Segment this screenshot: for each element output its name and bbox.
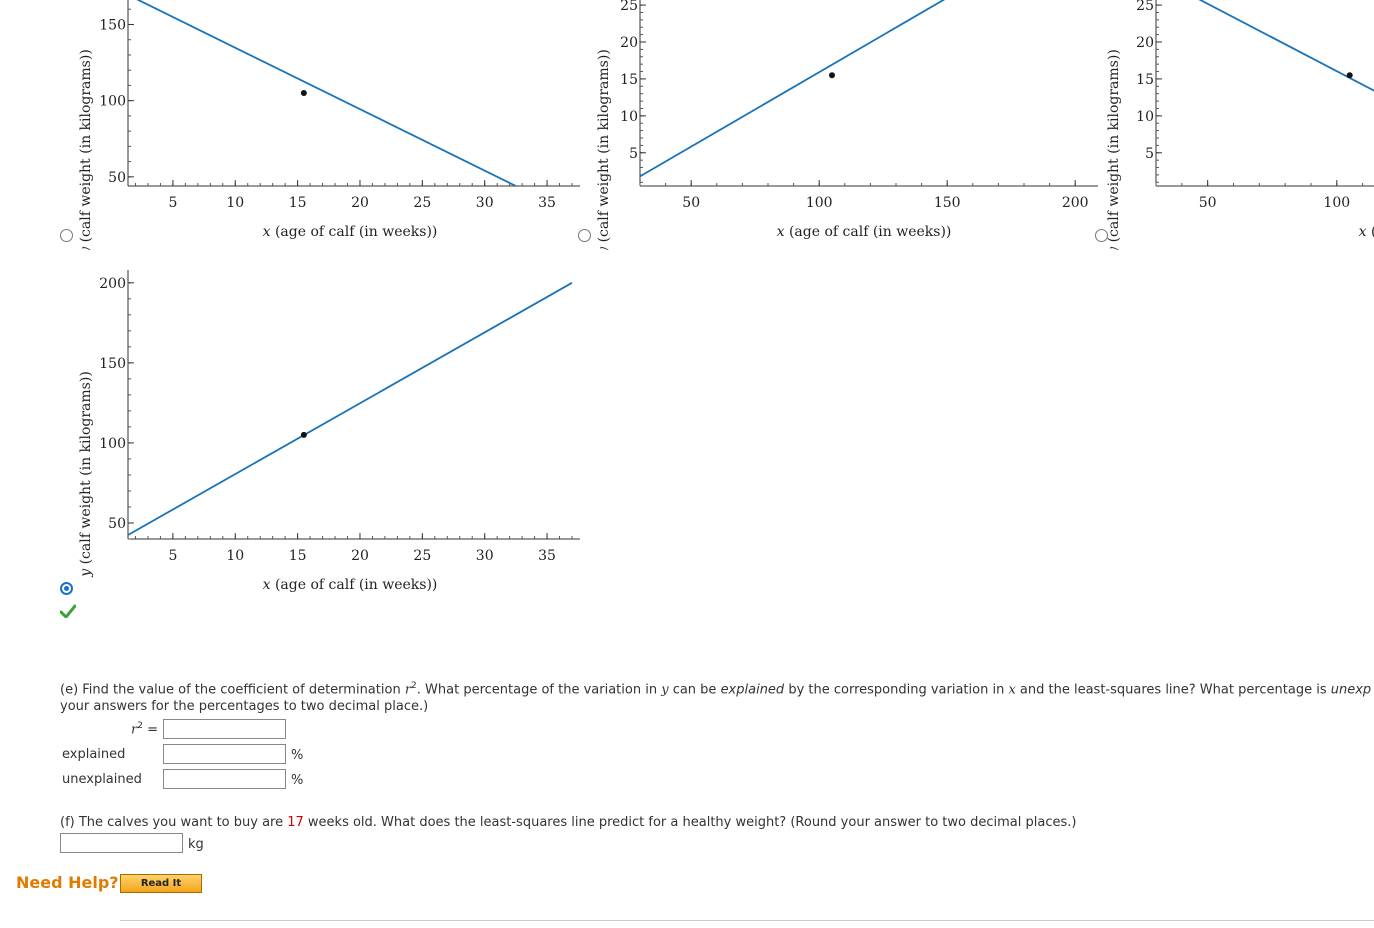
x-tick-label: 30	[476, 548, 494, 564]
data-point	[300, 90, 307, 97]
x-tick-label: 10	[226, 548, 244, 564]
x-tick-label: 15	[289, 548, 307, 564]
kg-unit-label: kg	[188, 837, 204, 852]
correct-check-icon	[60, 604, 76, 618]
graph-option-d: 5 10 15 20 25 30 35 50 100 150 200 x (age of calf (…	[78, 270, 580, 593]
r2-input[interactable]	[163, 719, 286, 739]
regression-line	[639, 0, 946, 178]
x-tick-label: 15	[289, 195, 307, 211]
y-tick-label: 200	[99, 276, 126, 292]
unexplained-input[interactable]	[163, 769, 286, 789]
y-tick-label: 25	[620, 0, 638, 14]
y-tick-label: 25	[1136, 0, 1154, 14]
explained-input[interactable]	[163, 744, 286, 764]
x-axis-label: x (age of calf (in weeks))	[263, 224, 438, 240]
divider	[120, 920, 1374, 921]
y-axis-label: y (calf weight (in kilograms))	[78, 371, 94, 578]
x-tick-label: 35	[538, 548, 556, 564]
unexplained-percent-label: %	[291, 773, 304, 788]
part-f-question: (f) The calves you want to buy are 17 we…	[60, 815, 1077, 830]
graph-option-b: 50 100 150 200 5 10 15 20 25 x (age of calf (in w…	[596, 0, 1098, 250]
y-tick-label: 15	[620, 72, 638, 88]
y-axis-label: y (calf weight (in kilograms))	[596, 49, 612, 250]
option-c-radio[interactable]	[1095, 229, 1108, 242]
y-tick-label: 50	[108, 516, 126, 532]
data-point	[1346, 72, 1353, 79]
data-point	[829, 72, 835, 79]
x-axis-label: x (age of calf (in weeks))	[263, 577, 438, 593]
y-tick-label: 15	[1136, 72, 1154, 88]
x-tick-label: 50	[682, 195, 700, 211]
y-tick-label: 150	[99, 356, 126, 372]
part-e-question: (e) Find the value of the coefficient of…	[60, 681, 1372, 698]
option-d-radio[interactable]	[60, 582, 73, 595]
option-a-radio[interactable]	[60, 229, 73, 242]
graph-option-c: 50 100 5 10 15 20 25 x (age of calf (in weeks))…	[1106, 0, 1374, 250]
explained-label: explained	[62, 747, 126, 762]
y-tick-label: 100	[99, 436, 126, 452]
x-axis-label: x (age of calf (in weeks))	[777, 224, 952, 240]
need-help-label: Need Help?	[16, 873, 119, 892]
explained-percent-label: %	[291, 748, 304, 763]
unexplained-label: unexplained	[62, 772, 142, 787]
y-tick-label: 10	[620, 109, 638, 125]
x-tick-label: 100	[1323, 195, 1350, 211]
part-e-question-line2: your answers for the percentages to two …	[60, 699, 429, 714]
data-point	[300, 431, 307, 438]
x-axis-label: x (age of calf (in weeks))	[1359, 224, 1374, 240]
regression-line	[1198, 0, 1374, 92]
r2-label: r2 =	[131, 721, 158, 738]
x-tick-label: 100	[806, 195, 833, 211]
x-tick-label: 5	[168, 548, 177, 564]
read-it-button[interactable]: Read It	[120, 874, 202, 893]
weight-prediction-input[interactable]	[60, 833, 183, 853]
x-tick-label: 50	[1199, 195, 1217, 211]
y-tick-label: 5	[1145, 146, 1154, 162]
x-tick-label: 35	[538, 195, 556, 211]
y-tick-label: 5	[629, 146, 638, 162]
y-tick-label: 20	[1136, 35, 1154, 51]
x-tick-label: 25	[413, 548, 431, 564]
regression-line	[136, 0, 517, 187]
regression-line	[127, 282, 573, 536]
option-b-radio[interactable]	[578, 229, 591, 242]
x-tick-label: 30	[476, 195, 494, 211]
x-tick-label: 20	[351, 548, 369, 564]
y-tick-label: 50	[108, 170, 126, 186]
y-tick-label: 100	[99, 94, 126, 110]
y-axis-label: y (calf weight (in kilograms))	[1106, 49, 1122, 250]
y-tick-label: 10	[1136, 109, 1154, 125]
y-tick-label: 20	[620, 35, 638, 51]
x-tick-label: 200	[1062, 195, 1089, 211]
x-tick-label: 5	[168, 195, 177, 211]
graph-option-a: 5 10 15 20 25 30 35 50 100 150 x (age of calf (in …	[78, 0, 580, 250]
y-axis-label: y (calf weight (in kilograms))	[78, 49, 94, 250]
x-tick-label: 20	[351, 195, 369, 211]
x-tick-label: 150	[934, 195, 961, 211]
x-tick-label: 10	[226, 195, 244, 211]
x-tick-label: 25	[413, 195, 431, 211]
y-tick-label: 150	[99, 17, 126, 33]
